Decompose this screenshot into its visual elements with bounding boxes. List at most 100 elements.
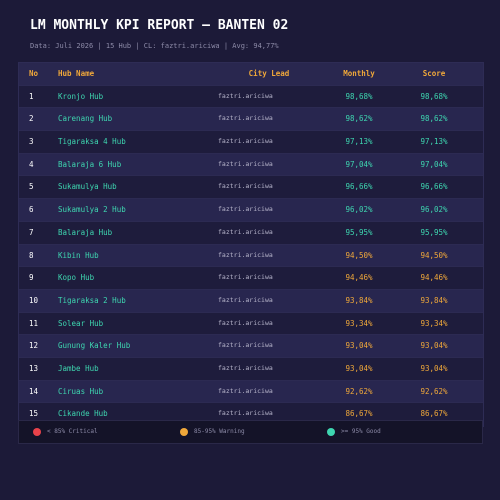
score-value: 94,50% (420, 250, 448, 260)
table-row: 11 Solear Hub faztri.ariciwa 93,34% 93,34% (19, 312, 483, 336)
score-value: 93,34% (420, 318, 448, 328)
hub-name: Balaraja 6 Hub (58, 159, 122, 169)
city-lead: faztri.ariciwa (218, 227, 273, 236)
hub-name: Solear Hub (58, 318, 104, 328)
hub-name: Ciruas Hub (58, 386, 104, 396)
score-value: 93,84% (420, 295, 448, 305)
column-header: Monthly (343, 69, 375, 78)
city-lead: faztri.ariciwa (218, 409, 273, 418)
score-value: 98,62% (420, 114, 448, 124)
city-lead: faztri.ariciwa (218, 250, 273, 259)
row-number: 15 (29, 409, 39, 419)
score-value: 96,02% (420, 205, 448, 215)
monthly-value: 98,68% (345, 91, 373, 101)
column-header: City Lead (248, 69, 290, 78)
hub-name: Cikande Hub (58, 409, 108, 419)
table-row: 12 Gunung Kaler Hub faztri.ariciwa 93,04% 93… (19, 335, 483, 358)
hub-name: Carenang Hub (58, 114, 113, 124)
row-number: 6 (29, 205, 34, 215)
monthly-value: 93,34% (345, 318, 373, 328)
row-number: 9 (29, 273, 34, 283)
city-lead: faztri.ariciwa (218, 137, 273, 146)
report-subtitle: Data: Juli 2026 | 15 Hub | CL: faztri.ar… (30, 42, 279, 50)
monthly-value: 86,67% (345, 409, 373, 419)
city-lead: faztri.ariciwa (218, 318, 273, 327)
monthly-value: 98,62% (345, 114, 373, 124)
monthly-value: 94,50% (345, 250, 373, 260)
legend: < 85% Critical 85-95% Warning >= 95% Good (18, 420, 483, 444)
hub-name: Kronjo Hub (58, 91, 104, 101)
city-lead: faztri.ariciwa (218, 363, 273, 372)
score-value: 98,68% (420, 91, 448, 101)
monthly-value: 97,13% (345, 137, 373, 147)
table-row: 2 Carenang Hub faztri.ariciwa 98,62% 98,62% (19, 108, 483, 132)
legend-dot (33, 428, 41, 436)
hub-name: Kibin Hub (58, 250, 99, 260)
row-number: 1 (29, 91, 34, 101)
legend-label: < 85% Critical (47, 428, 98, 435)
city-lead: faztri.ariciwa (218, 91, 273, 100)
row-number: 3 (29, 137, 34, 147)
monthly-value: 97,04% (345, 159, 373, 169)
table-row: 3 Tigaraksa 4 Hub faztri.ariciwa 97,13% 97,1… (19, 131, 483, 154)
legend-dot (180, 428, 188, 436)
kpi-table: No Hub Name City Lead Monthly Score 1 Kronjo H… (18, 62, 484, 427)
table-row: 8 Kibin Hub faztri.ariciwa 94,50% 94,50% (19, 244, 483, 268)
city-lead: faztri.ariciwa (218, 341, 273, 350)
city-lead: faztri.ariciwa (218, 295, 273, 304)
monthly-value: 93,04% (345, 341, 373, 351)
row-number: 8 (29, 250, 34, 260)
legend-label: >= 95% Good (341, 428, 381, 435)
report-title: LM MONTHLY KPI REPORT — BANTEN 02 (30, 18, 289, 33)
monthly-value: 93,84% (345, 295, 373, 305)
score-value: 94,46% (420, 273, 448, 283)
monthly-value: 96,02% (345, 205, 373, 215)
row-number: 5 (29, 182, 34, 192)
city-lead: faztri.ariciwa (218, 205, 273, 214)
legend-label: 85-95% Warning (194, 428, 245, 435)
hub-name: Sukamulya 2 Hub (58, 205, 126, 215)
city-lead: faztri.ariciwa (218, 114, 273, 123)
city-lead: faztri.ariciwa (218, 159, 273, 168)
score-value: 92,62% (420, 386, 448, 396)
score-value: 96,66% (420, 182, 448, 192)
score-value: 97,04% (420, 159, 448, 169)
hub-name: Balaraja Hub (58, 227, 113, 237)
header-row: No Hub Name City Lead Monthly Score (19, 63, 483, 86)
monthly-value: 93,04% (345, 363, 373, 373)
score-value: 95,95% (420, 227, 448, 237)
hub-name: Gunung Kaler Hub (58, 341, 131, 351)
score-value: 93,04% (420, 341, 448, 351)
legend-dot (327, 428, 335, 436)
row-number: 2 (29, 114, 34, 124)
city-lead: faztri.ariciwa (218, 273, 273, 282)
row-number: 10 (29, 295, 39, 305)
table-row: 7 Balaraja Hub faztri.ariciwa 95,95% 95,95% (19, 221, 483, 245)
score-value: 93,04% (420, 363, 448, 373)
table-row: 6 Sukamulya 2 Hub faztri.ariciwa 96,02% 96,0… (19, 199, 483, 222)
column-header: Score (422, 69, 446, 78)
row-number: 13 (29, 363, 39, 373)
row-number: 11 (29, 318, 39, 328)
score-value: 97,13% (420, 137, 448, 147)
column-header: No (29, 69, 39, 78)
monthly-value: 95,95% (345, 227, 373, 237)
row-number: 4 (29, 159, 34, 169)
hub-name: Tigaraksa 4 Hub (58, 137, 126, 147)
table-row: 4 Balaraja 6 Hub faztri.ariciwa 97,04% 97,04… (19, 153, 483, 177)
row-number: 14 (29, 386, 39, 396)
monthly-value: 96,66% (345, 182, 373, 192)
table-row: 1 Kronjo Hub faztri.ariciwa 98,68% 98,68% (19, 85, 483, 109)
table-row: 13 Jambe Hub faztri.ariciwa 93,04% 93,04% (19, 357, 483, 381)
monthly-value: 92,62% (345, 386, 373, 396)
row-number: 7 (29, 227, 34, 237)
table-row: 9 Kopo Hub faztri.ariciwa 94,46% 94,46% (19, 267, 483, 290)
monthly-value: 94,46% (345, 273, 373, 283)
city-lead: faztri.ariciwa (218, 182, 273, 191)
table-row: 14 Ciruas Hub faztri.ariciwa 92,62% 92,62% (19, 380, 483, 404)
hub-name: Tigaraksa 2 Hub (58, 295, 126, 305)
score-value: 86,67% (420, 409, 448, 419)
column-header: Hub Name (58, 69, 95, 78)
hub-name: Jambe Hub (58, 363, 99, 373)
